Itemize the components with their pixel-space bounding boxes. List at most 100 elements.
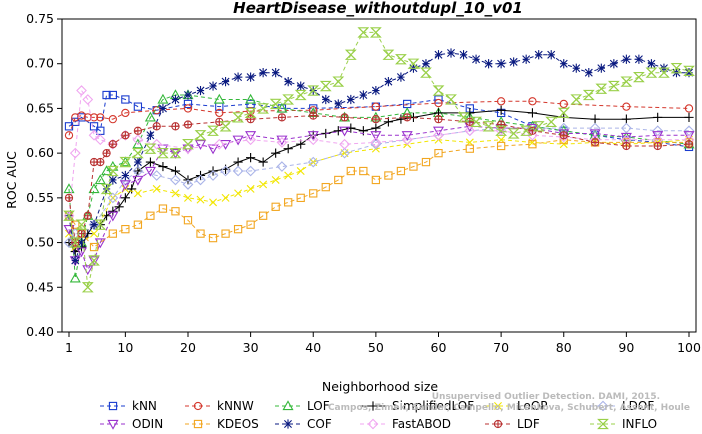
series-knnw bbox=[64, 97, 694, 140]
point-cof bbox=[246, 72, 255, 82]
point-cof bbox=[209, 81, 218, 91]
point-ldof bbox=[170, 174, 181, 186]
point-cof bbox=[321, 94, 330, 105]
point-odin bbox=[119, 180, 131, 191]
point-kdeos bbox=[309, 189, 318, 198]
legend-marker-loop bbox=[494, 402, 502, 410]
point-ldof bbox=[245, 165, 256, 177]
x-tick-label: 60 bbox=[431, 340, 447, 355]
y-tick-label: 0.45 bbox=[26, 279, 54, 294]
point-cof bbox=[184, 90, 192, 100]
point-loop bbox=[284, 171, 293, 180]
x-tick-label: 20 bbox=[180, 340, 196, 355]
point-inflo-x bbox=[483, 121, 494, 132]
watermark-citation: Unsupervised Outlier Detection. DAMI, 20… bbox=[432, 392, 660, 402]
point-simplifiedlof bbox=[114, 202, 124, 212]
point-inflo-x bbox=[170, 148, 181, 159]
series-layer bbox=[63, 27, 695, 293]
point-simplifiedlof bbox=[346, 123, 356, 133]
point-loop bbox=[559, 140, 568, 149]
point-inflo-x bbox=[508, 128, 519, 139]
point-fastabod bbox=[276, 137, 288, 148]
point-inflo-x bbox=[233, 112, 244, 123]
point-inflo-x bbox=[258, 103, 269, 114]
point-ldf-cross bbox=[654, 142, 662, 150]
point-inflo-x bbox=[395, 54, 406, 65]
legend-label-lof: LOF bbox=[307, 399, 330, 413]
x-tick-label: 90 bbox=[618, 340, 634, 355]
point-inflo-x bbox=[76, 219, 87, 230]
point-kdeos bbox=[334, 175, 343, 185]
point-inflo-x bbox=[521, 125, 532, 136]
legend-label-ldf: LDF bbox=[517, 417, 540, 431]
point-fastabod bbox=[464, 125, 476, 137]
point-inflo-x bbox=[646, 67, 657, 78]
legend-item-loop: LoOP bbox=[485, 399, 548, 413]
point-inflo-x bbox=[420, 67, 431, 78]
point-simplifiedlof bbox=[120, 193, 130, 203]
point-ldof bbox=[195, 174, 206, 186]
point-inflo-x bbox=[208, 125, 219, 136]
legend-label-kdeos: KDEOS bbox=[217, 417, 259, 431]
point-kdeos bbox=[346, 166, 355, 176]
point-kdeos bbox=[465, 144, 474, 153]
point-inflo-x bbox=[320, 81, 331, 92]
point-kdeos bbox=[359, 166, 368, 176]
point-odin bbox=[339, 126, 351, 137]
point-cof bbox=[334, 99, 343, 109]
point-cof bbox=[647, 59, 656, 69]
point-ldof bbox=[107, 192, 119, 204]
y-tick-label: 0.55 bbox=[26, 190, 54, 205]
legend-marker-fastabod bbox=[367, 418, 379, 430]
point-loop bbox=[171, 189, 180, 198]
series-line-ldof bbox=[68, 127, 689, 243]
point-kdeos bbox=[409, 162, 418, 171]
y-tick-label: 0.50 bbox=[26, 235, 54, 250]
point-odin bbox=[144, 166, 156, 177]
point-ldf-cross bbox=[278, 113, 286, 121]
point-cof bbox=[108, 175, 117, 185]
point-cof bbox=[509, 57, 518, 67]
x-tick-label: 70 bbox=[493, 340, 509, 355]
y-tick-label: 0.75 bbox=[26, 11, 54, 26]
point-fastabod bbox=[245, 134, 256, 146]
y-tick-label: 0.70 bbox=[26, 56, 54, 71]
legend-item-knnw: kNNW bbox=[185, 399, 254, 413]
point-kdeos bbox=[158, 204, 168, 213]
point-cof bbox=[584, 68, 593, 78]
point-odin bbox=[307, 131, 319, 141]
point-ldf-cross bbox=[84, 212, 92, 220]
point-cof bbox=[396, 72, 405, 82]
point-inflo-x bbox=[220, 121, 231, 132]
point-cof bbox=[171, 94, 180, 105]
point-loop bbox=[271, 175, 280, 184]
point-ldof bbox=[307, 156, 319, 168]
point-kdeos bbox=[146, 211, 155, 220]
series-inflo bbox=[63, 27, 695, 293]
legend: kNN kNNW LOF SimplifiedLOF LoOP LDOF ODIN KDEOS… bbox=[100, 399, 657, 431]
point-fastabod bbox=[213, 138, 225, 150]
point-knn bbox=[102, 90, 111, 100]
point-inflo-x bbox=[132, 148, 143, 159]
point-loop bbox=[296, 167, 305, 176]
legend-marker-cof bbox=[284, 419, 292, 429]
point-kdeos bbox=[208, 233, 218, 243]
y-tick-label: 0.40 bbox=[26, 324, 54, 339]
point-fastabod bbox=[82, 94, 94, 105]
point-simplifiedlof bbox=[246, 153, 256, 163]
point-inflo-x bbox=[408, 58, 419, 69]
point-ldf-cross bbox=[685, 140, 693, 148]
point-kdeos bbox=[384, 171, 393, 180]
legend-marker-odin bbox=[107, 419, 119, 430]
point-simplifiedlof bbox=[590, 114, 600, 124]
legend-marker-knn bbox=[108, 401, 118, 411]
point-odin bbox=[232, 135, 244, 146]
series-line-knn bbox=[68, 94, 690, 148]
point-inflo-x bbox=[471, 116, 482, 127]
point-ldof bbox=[589, 122, 601, 134]
point-ldf-cross bbox=[171, 122, 180, 130]
point-fastabod bbox=[88, 129, 100, 141]
point-cof bbox=[434, 50, 443, 60]
legend-label-cof: COF bbox=[307, 417, 332, 431]
point-inflo-x bbox=[370, 27, 381, 38]
